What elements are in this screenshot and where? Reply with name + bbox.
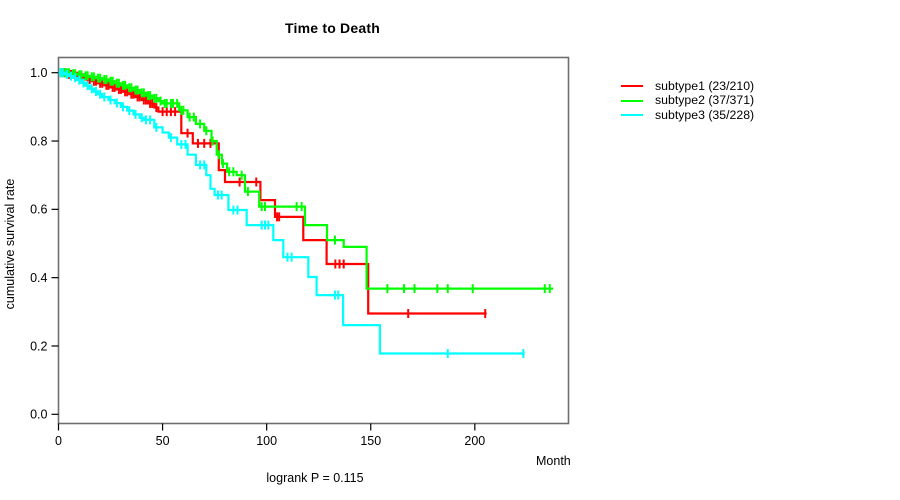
y-tick-label: 0.2 <box>30 339 47 353</box>
y-tick-label: 0.0 <box>30 408 47 422</box>
survival-curve-subtype3 <box>58 71 525 355</box>
censor-marks-subtype3 <box>59 68 525 358</box>
legend-label-subtype3: subtype3 (35/228) <box>655 107 755 122</box>
y-axis: 0.0 0.2 0.4 0.6 0.8 1.0 <box>30 66 59 422</box>
survival-curve-subtype1 <box>58 71 487 315</box>
legend-item-subtype2: subtype2 (37/371) <box>621 93 754 107</box>
legend-item-subtype1: subtype1 (23/210) <box>621 79 754 93</box>
legend-label-subtype1: subtype1 (23/210) <box>655 79 755 93</box>
plot-box <box>57 56 570 425</box>
y-tick-label: 0.4 <box>30 271 47 285</box>
survival-curve-subtype2 <box>58 71 554 290</box>
y-tick-label: 1.0 <box>30 66 47 80</box>
x-tick-label: 0 <box>55 434 62 448</box>
series-subtype3 <box>58 68 525 358</box>
legend-line-subtype2 <box>621 99 643 102</box>
x-tick-label: 100 <box>256 434 277 448</box>
y-tick-label: 0.6 <box>30 203 47 217</box>
legend-line-subtype1 <box>621 85 643 88</box>
x-axis-title: Month <box>536 454 571 468</box>
x-axis: 0 50 100 150 200 <box>55 423 485 448</box>
x-tick-label: 50 <box>156 434 170 448</box>
legend-item-subtype3: subtype3 (35/228) <box>621 108 754 122</box>
censor-marks-subtype1 <box>61 68 487 319</box>
y-tick-label: 0.8 <box>30 134 47 148</box>
legend-label-subtype2: subtype2 (37/371) <box>655 93 755 108</box>
x-tick-label: 150 <box>360 434 381 448</box>
series-subtype2 <box>58 68 554 294</box>
legend-line-subtype3 <box>621 113 643 116</box>
logrank-annotation: logrank P = 0.115 <box>266 471 364 485</box>
chart-title: Time to Death <box>285 20 380 36</box>
censor-marks-subtype2 <box>59 68 551 294</box>
x-tick-label: 200 <box>464 434 485 448</box>
legend: subtype1 (23/210) subtype2 (37/371) subt… <box>621 79 754 122</box>
